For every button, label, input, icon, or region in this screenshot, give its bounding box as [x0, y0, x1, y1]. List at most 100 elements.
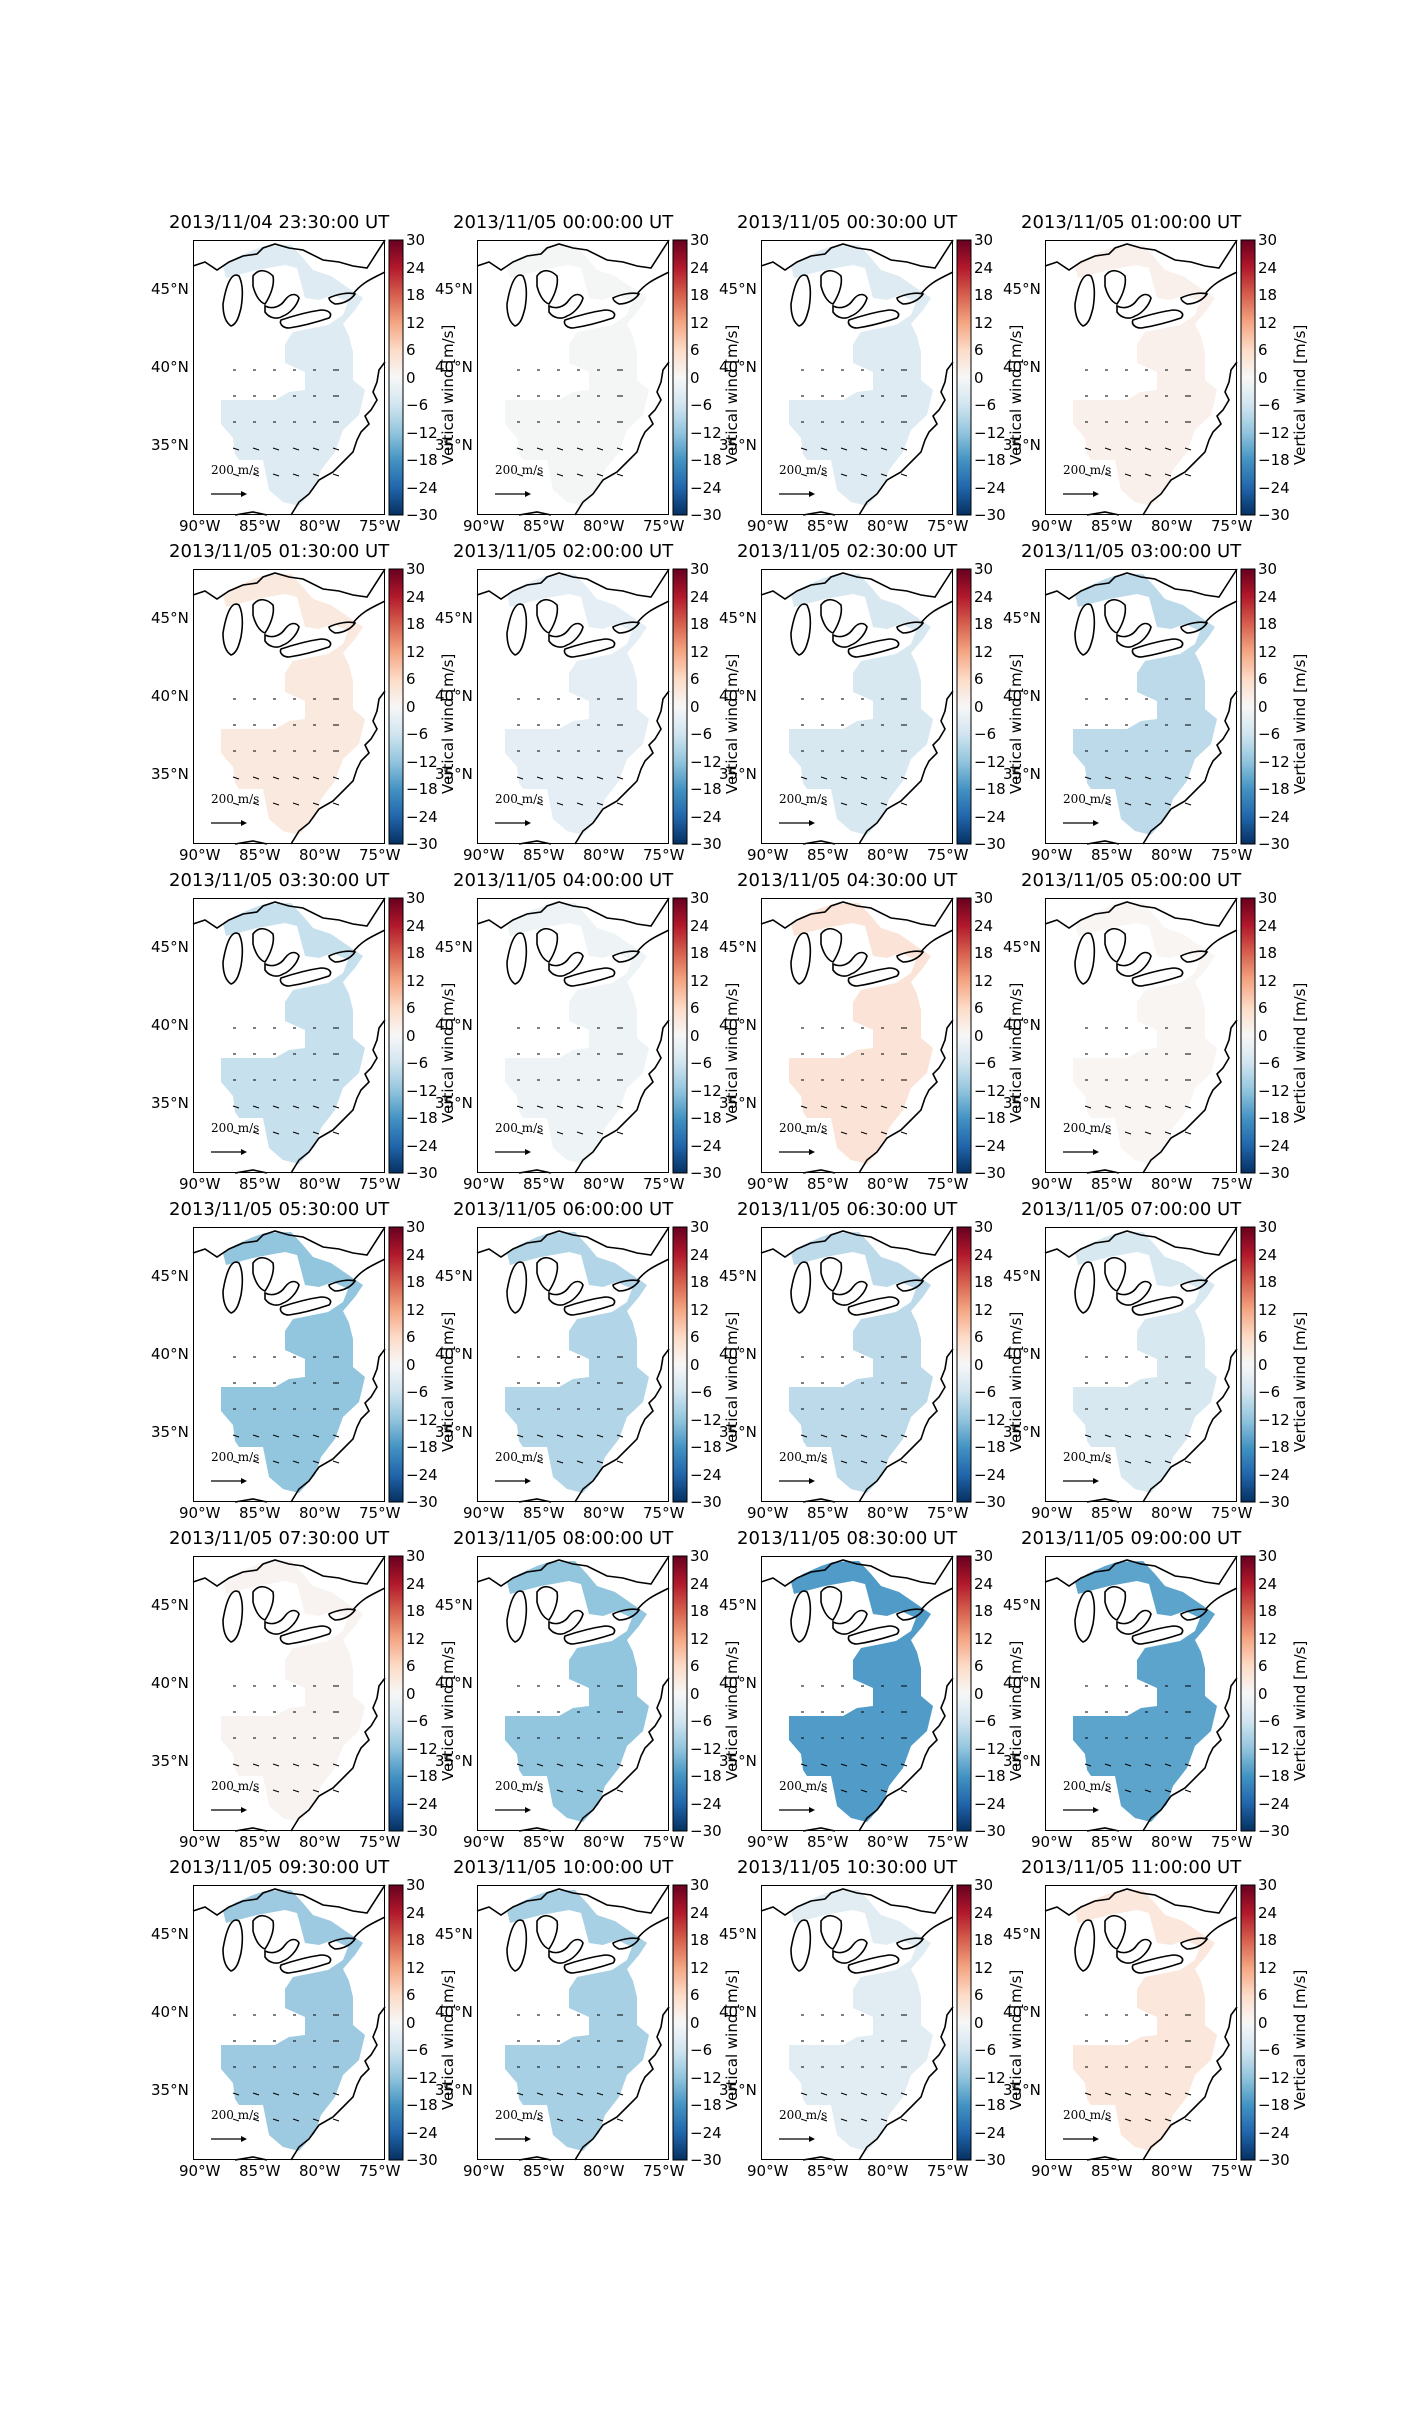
- coastline: [820, 598, 843, 634]
- colorbar-tick: 18: [690, 1931, 710, 1949]
- lon-label: 75°W: [643, 1175, 685, 1193]
- lat-label: 40°N: [435, 1674, 473, 1692]
- lon-label: 85°W: [523, 2162, 565, 2180]
- colorbar: [1240, 1884, 1256, 2161]
- map-frame: [193, 240, 385, 515]
- coastline: [222, 1590, 244, 1643]
- colorbar: [1240, 1226, 1256, 1503]
- coastline: [536, 927, 559, 963]
- panel-title: 2013/11/05 11:00:00 UT: [1021, 1857, 1242, 1878]
- colorbar-tick: 0: [406, 1684, 416, 1703]
- colorbar-tick: 6: [1258, 341, 1268, 359]
- coastline: [612, 950, 641, 963]
- lon-label: 80°W: [299, 517, 341, 535]
- colorbar-tick: −30: [974, 1493, 1006, 1511]
- colorbar-tick: 30: [974, 560, 994, 578]
- coastline: [832, 1938, 868, 1964]
- panel-title: 2013/11/05 10:00:00 UT: [453, 1857, 674, 1878]
- coastline: [760, 1884, 954, 1916]
- coastline: [328, 1279, 357, 1292]
- lat-label: 45°N: [719, 1596, 757, 1614]
- vector-key-label: 200 m/s: [495, 1450, 543, 1464]
- lon-label: 90°W: [179, 846, 221, 864]
- colorbar-tick: −30: [690, 835, 722, 853]
- lon-label: 85°W: [239, 517, 281, 535]
- vector-key-arrowhead: [809, 1478, 815, 1484]
- lon-label: 80°W: [583, 1833, 625, 1851]
- coastline: [279, 1296, 332, 1316]
- colorbar-tick: −6: [974, 396, 997, 414]
- wind-vectors: [1084, 1685, 1192, 1793]
- coastline: [222, 1919, 244, 1972]
- coastline: [192, 897, 386, 929]
- coastline: [820, 1914, 843, 1950]
- colorbar-tick: −12: [974, 1739, 1006, 1758]
- colorbar-tick: −6: [690, 1054, 713, 1072]
- colorbar-tick: 30: [1258, 560, 1278, 578]
- coastline: [563, 1954, 616, 1974]
- coastline: [896, 1279, 925, 1292]
- colorbar-tick: −18: [974, 780, 1006, 798]
- vector-key-arrowhead: [241, 1807, 247, 1813]
- colorbar: [672, 897, 688, 1174]
- colorbar-label: Vertical wind [m/s]: [1291, 1311, 1309, 1452]
- vector-key-arrowhead: [525, 1149, 531, 1155]
- colorbar-tick: 6: [690, 670, 700, 688]
- coastline: [760, 897, 954, 929]
- lon-label: 80°W: [867, 517, 909, 535]
- coastline: [192, 239, 386, 271]
- coastline: [574, 361, 670, 516]
- colorbar-tick: −18: [1258, 1438, 1290, 1456]
- vector-key-label: 200 m/s: [495, 463, 543, 477]
- colorbar-tick: 12: [406, 313, 426, 332]
- coastline: [222, 274, 244, 327]
- lon-label: 80°W: [1151, 2162, 1193, 2180]
- vector-key-label: 200 m/s: [495, 792, 543, 806]
- lat-label: 45°N: [151, 1925, 189, 1943]
- coastline: [612, 1608, 641, 1621]
- coastline: [290, 1677, 386, 1832]
- lon-label: 80°W: [1151, 1833, 1193, 1851]
- map-frame: [193, 1227, 385, 1502]
- colorbar-tick: 0: [974, 1026, 984, 1045]
- colorbar-tick: −18: [690, 1438, 722, 1456]
- coastline: [352, 1587, 386, 1611]
- coastline: [820, 1585, 843, 1621]
- colorbar-tick: 12: [690, 642, 710, 661]
- vertical-wind-field: [505, 1232, 649, 1493]
- colorbar-tick: −30: [1258, 506, 1290, 524]
- colorbar-tick: −24: [1258, 1465, 1290, 1484]
- coastline: [1204, 929, 1238, 953]
- vertical-wind-field: [1073, 1890, 1217, 2151]
- colorbar-tick: −30: [690, 1493, 722, 1511]
- colorbar-tick: −12: [406, 1739, 438, 1758]
- colorbar-tick: −24: [690, 807, 722, 826]
- lon-label: 80°W: [1151, 1504, 1193, 1522]
- lat-label: 40°N: [151, 1016, 189, 1034]
- coastline: [1104, 1585, 1127, 1621]
- colorbar-tick: −6: [690, 1712, 713, 1730]
- map-axes: 200 m/s: [1044, 1226, 1238, 1503]
- map-frame: [761, 898, 953, 1173]
- colorbar-tick: 0: [974, 1355, 984, 1374]
- colorbar-tick: −6: [1258, 1383, 1281, 1401]
- coastline: [252, 1585, 275, 1621]
- coastline: [858, 690, 954, 845]
- wind-vectors: [516, 1027, 624, 1135]
- coastline: [328, 1608, 357, 1621]
- coastline: [1074, 603, 1096, 656]
- vertical-wind-field: [789, 1890, 933, 2151]
- colorbar-tick: 6: [690, 341, 700, 359]
- vector-key-label: 200 m/s: [779, 1779, 827, 1793]
- panel-title: 2013/11/05 03:30:00 UT: [169, 870, 390, 891]
- coastline: [612, 1279, 641, 1292]
- colorbar-tick: −30: [406, 835, 438, 853]
- colorbar-tick: −6: [406, 1383, 429, 1401]
- coastline: [1104, 269, 1127, 305]
- vector-key-arrowhead: [809, 491, 815, 497]
- vertical-wind-field: [789, 903, 933, 1164]
- colorbar: [1240, 1555, 1256, 1832]
- colorbar-tick: 12: [690, 1300, 710, 1319]
- wind-vectors: [232, 1027, 340, 1135]
- coastline: [832, 293, 868, 319]
